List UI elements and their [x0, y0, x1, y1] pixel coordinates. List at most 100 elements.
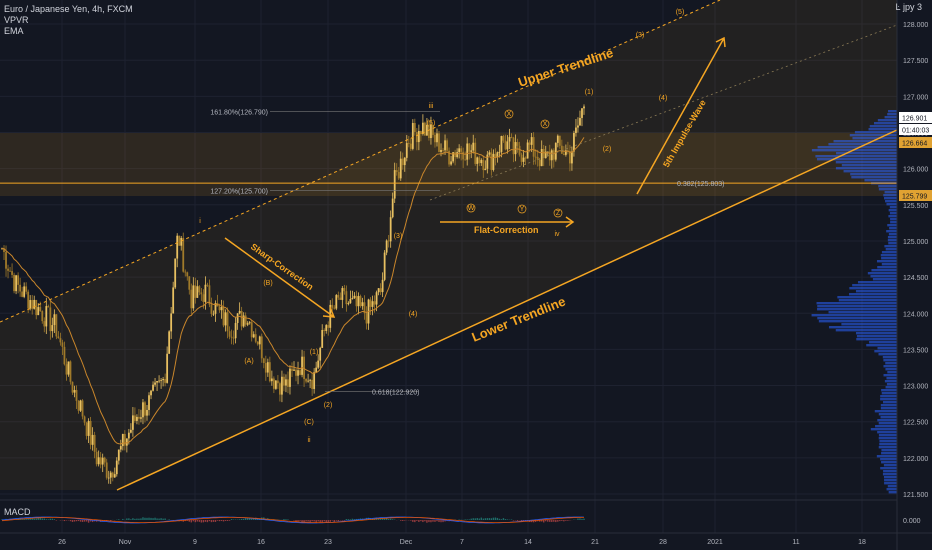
wave-circles — [466, 109, 563, 218]
macd-bar — [206, 520, 209, 523]
time-tick-label: 21 — [591, 539, 599, 546]
macd-bar — [216, 520, 219, 521]
candle-body — [321, 330, 324, 348]
candle-body — [289, 368, 291, 387]
candle-body — [407, 143, 410, 144]
vp-bar — [880, 467, 897, 470]
candle-body — [385, 240, 388, 253]
vp-bar — [889, 206, 897, 209]
candle-body — [15, 275, 17, 292]
macd-bar — [218, 520, 221, 522]
proj-1: (1) — [585, 89, 594, 96]
vp-bar — [850, 173, 897, 176]
candle-body — [192, 285, 195, 309]
macd-bar — [333, 520, 335, 522]
candle-body — [393, 170, 396, 199]
macd-bar — [122, 518, 124, 520]
candle-body — [170, 313, 173, 332]
macd-bar — [345, 519, 348, 520]
vp-bar — [835, 167, 897, 170]
candle-body — [569, 151, 571, 164]
macd-bar — [506, 519, 509, 520]
time-tick-label: 14 — [524, 539, 532, 546]
macd-bar — [152, 518, 154, 520]
wave-2: (2) — [324, 402, 333, 409]
vp-bar — [818, 320, 897, 323]
macd-bar — [498, 518, 501, 520]
indicator-ema[interactable]: EMA — [4, 26, 24, 36]
candle-body — [228, 331, 231, 337]
candle-body — [530, 137, 533, 145]
candle-body — [97, 457, 100, 465]
candle-body — [540, 148, 543, 167]
candle-body — [319, 347, 322, 361]
candle-body — [184, 271, 187, 273]
candle-body — [341, 288, 344, 300]
macd-bar — [45, 519, 48, 520]
candle-body — [250, 322, 253, 338]
fib-zone-fill — [0, 133, 897, 196]
candle-body — [232, 337, 235, 339]
macd-bar — [555, 520, 557, 523]
vp-bar — [882, 356, 897, 359]
macd-bar — [186, 520, 188, 521]
median-trendline — [429, 24, 898, 201]
candle-body — [448, 150, 450, 165]
macd-bar — [244, 518, 247, 520]
candle-body — [103, 457, 106, 463]
symbol-title[interactable]: Euro / Japanese Yen, 4h, FXCM — [4, 4, 133, 14]
vp-bar — [889, 227, 897, 230]
macd-bar — [226, 520, 229, 521]
candle-body — [11, 271, 13, 275]
candle-body — [309, 379, 312, 381]
vp-bar — [835, 329, 897, 332]
macd-bar — [204, 520, 207, 522]
macd-bar — [158, 518, 160, 520]
macd-bar — [545, 520, 547, 522]
vp-bar — [881, 452, 897, 455]
candle-body — [67, 361, 70, 375]
macd-title[interactable]: MACD — [4, 507, 31, 517]
candle-body — [105, 462, 108, 478]
wave-A: (A) — [244, 358, 253, 365]
candle-body — [196, 286, 199, 298]
macd-bar — [285, 519, 287, 520]
macd-bar — [434, 520, 436, 522]
candle-body — [426, 124, 428, 136]
candle-body — [349, 299, 352, 304]
candle-body — [101, 457, 104, 465]
wave-B: (B) — [263, 280, 272, 287]
indicator-vpvr[interactable]: VPVR — [4, 15, 29, 25]
candle-body — [134, 415, 136, 421]
macd-bar — [63, 520, 66, 522]
candle-body — [75, 390, 78, 401]
candle-body — [79, 400, 82, 411]
macd-bar — [404, 520, 406, 521]
candle-body — [299, 370, 301, 375]
vp-bar — [880, 404, 897, 407]
vp-bar — [881, 263, 897, 266]
candle-body — [117, 449, 120, 461]
candle-body — [522, 157, 525, 162]
wave-iii: iii — [429, 103, 434, 110]
vp-bar — [884, 191, 897, 194]
candle-body — [152, 384, 154, 391]
candle-body — [19, 284, 22, 292]
candle-body — [432, 124, 434, 135]
fifth-wave-arrow — [636, 37, 725, 195]
candle-body — [136, 416, 138, 421]
macd-bar — [132, 518, 134, 520]
candle-body — [369, 299, 372, 307]
macd-bar — [25, 518, 27, 520]
candle-body — [268, 362, 271, 382]
flat-correction-label: Flat-Correction — [474, 225, 539, 235]
candle-body — [73, 390, 76, 393]
candle-body — [492, 153, 495, 170]
vp-bar — [880, 395, 897, 398]
time-axis[interactable]: 26 Nov 9 16 23 Dec 7 14 21 28 2021 11 18 — [58, 539, 866, 546]
candle-body — [178, 235, 181, 246]
candle-body — [325, 325, 328, 331]
vp-bar — [881, 251, 897, 254]
candle-body — [182, 237, 185, 272]
